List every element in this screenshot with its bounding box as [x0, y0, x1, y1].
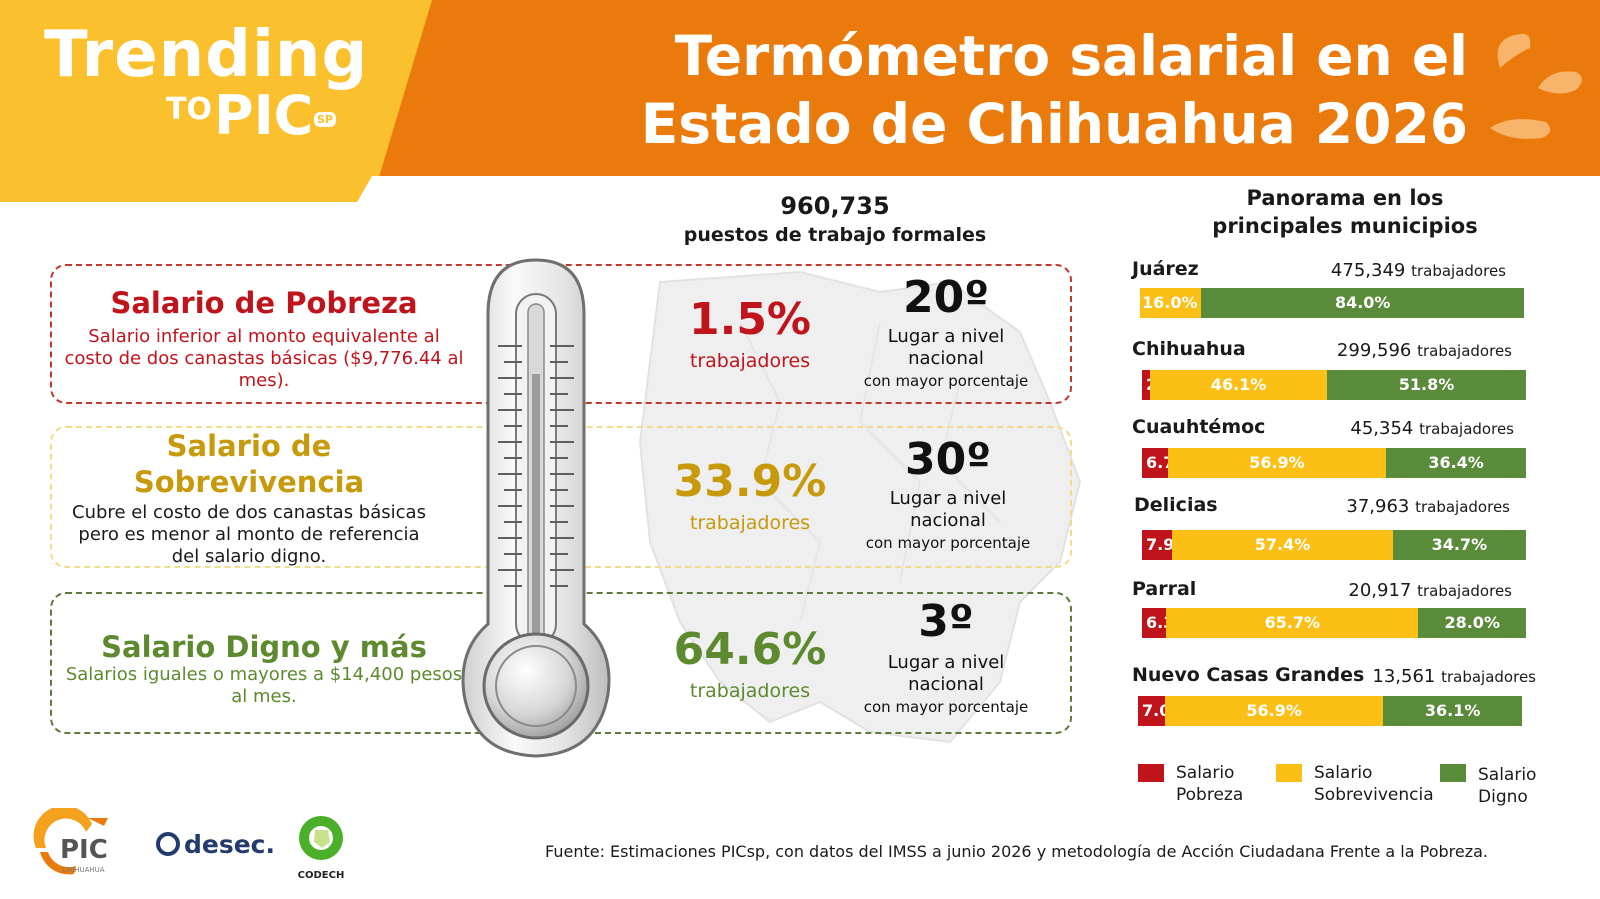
bar-segment-sobrevivencia: 65.7%: [1166, 608, 1419, 638]
sun-rays-icon: [1490, 33, 1582, 139]
bar-segment-pobreza: 6.3%: [1142, 608, 1190, 638]
digno-description: Salarios iguales o mayores a $14,400 pes…: [65, 664, 463, 707]
municipio-bar: 6.3% 65.7% 28.0%: [1142, 608, 1526, 638]
municipio-count: 45,354 trabajadores: [1350, 418, 1514, 439]
municipio-count: 20,917 trabajadores: [1348, 580, 1512, 601]
bar-segment-digno: 84.0%: [1201, 288, 1524, 318]
municipio-bar: 16.0% 84.0%: [1140, 288, 1524, 318]
total-jobs-label: puestos de trabajo formales: [683, 224, 987, 246]
sobrevivencia-rank: 30º: [904, 434, 992, 485]
municipio-count: 475,349 trabajadores: [1330, 260, 1506, 281]
sobrevivencia-percent-label: trabajadores: [689, 512, 811, 534]
bar-segment-sobrevivencia: 56.9%: [1164, 696, 1384, 726]
bar-segment-label: 46.1%: [1210, 375, 1267, 394]
bar-segment-sobrevivencia: 57.4%: [1172, 530, 1393, 560]
page-title-line1: Termómetro salarial en el: [674, 24, 1468, 88]
svg-text:CODECH: CODECH: [298, 870, 345, 881]
municipio-count: 13,561 trabajadores: [1372, 666, 1536, 687]
legend-label-pobreza: Salario Pobreza: [1176, 763, 1244, 805]
legend-swatch-pobreza: [1138, 764, 1164, 782]
municipio-count: 37,963 trabajadores: [1346, 496, 1510, 517]
bar-segment-label: 84.0%: [1334, 293, 1391, 312]
municipio-count: 299,596 trabajadores: [1336, 340, 1512, 361]
digno-rank: 3º: [918, 596, 974, 647]
trending-logo-sp: SP: [314, 112, 336, 127]
sobrevivencia-rank-line1: Lugar a nivel nacional: [889, 488, 1007, 531]
municipio-name: Parral: [1132, 578, 1197, 600]
pobreza-description: Salario inferior al monto equivalente al…: [64, 326, 464, 391]
bar-segment-sobrevivencia: 56.9%: [1167, 448, 1387, 478]
header-yellow-strip: [0, 176, 372, 202]
thermometer-icon: [461, 258, 611, 758]
digno-rank-line2: con mayor porcentaje: [863, 698, 1029, 716]
pobreza-rank: 20º: [902, 272, 990, 323]
total-jobs-value: 960,735: [780, 192, 890, 220]
panel-title: Panorama en los principales municipios: [1212, 186, 1478, 238]
bar-segment-digno: 51.8%: [1327, 370, 1526, 400]
digno-percent-label: trabajadores: [689, 680, 811, 702]
legend-label-digno: Salario Digno: [1478, 765, 1537, 807]
legend-swatch-digno: [1440, 764, 1466, 782]
bar-segment-sobrevivencia: 46.1%: [1150, 370, 1328, 400]
municipio-bar: 6.7% 56.9% 36.4%: [1142, 448, 1526, 478]
trending-logo-pic: PIC: [214, 84, 314, 147]
bar-segment-label: 56.9%: [1249, 453, 1305, 472]
pobreza-percent-label: trabajadores: [689, 350, 811, 372]
digno-title: Salario Digno y más: [101, 630, 427, 664]
pic-logo-icon: PIC CHIHUAHUA: [33, 808, 108, 875]
bar-segment-label: 34.7%: [1431, 535, 1488, 554]
bar-segment-pobreza: 7.9%: [1142, 530, 1190, 560]
pobreza-rank-line2: con mayor porcentaje: [863, 372, 1029, 390]
bar-segment-label: 65.7%: [1264, 613, 1321, 632]
legend-swatch-sobrevivencia: [1276, 764, 1302, 782]
bar-segment-pobreza: 7.0%: [1138, 696, 1186, 726]
municipio-bar: 7.0% 56.9% 36.1%: [1138, 696, 1522, 726]
desec-logo: desec.: [156, 830, 275, 859]
sobrevivencia-percent: 33.9%: [673, 456, 827, 507]
pobreza-title: Salario de Pobreza: [110, 286, 418, 320]
municipio-name: Delicias: [1134, 494, 1218, 516]
municipio-bar: 7.9% 57.4% 34.7%: [1142, 530, 1526, 560]
bar-segment-label: 56.9%: [1246, 701, 1302, 720]
svg-text:CHIHUAHUA: CHIHUAHUA: [62, 866, 105, 874]
legend-label-sobrevivencia: Salario Sobrevivencia: [1314, 763, 1434, 805]
svg-text:PIC: PIC: [60, 835, 108, 865]
bar-segment-label: 16.0%: [1142, 293, 1198, 312]
municipio-bar: 2.1% 46.1% 51.8%: [1142, 370, 1526, 400]
bar-segment-label: 36.4%: [1428, 453, 1484, 472]
header-yellow-band: [0, 0, 432, 176]
pobreza-percent: 1.5%: [688, 294, 812, 345]
bar-segment-digno: 36.1%: [1383, 696, 1522, 726]
trending-logo-word: Trending: [44, 18, 369, 92]
bar-segment-label: 28.0%: [1444, 613, 1500, 632]
municipio-name: Cuauhtémoc: [1132, 416, 1266, 438]
desec-swirl-icon: [156, 832, 180, 856]
page-title-line2: Estado de Chihuahua 2026: [640, 92, 1468, 156]
bar-segment-digno: 34.7%: [1392, 530, 1526, 560]
bar-segment-pobreza: 2.1%: [1142, 370, 1190, 400]
chihuahua-map-icon: [638, 270, 1082, 744]
bar-segment-sobrevivencia: 16.0%: [1140, 288, 1202, 318]
bar-segment-digno: 28.0%: [1418, 608, 1526, 638]
sobrevivencia-rank-line2: con mayor porcentaje: [865, 534, 1031, 552]
digno-rank-line1: Lugar a nivel nacional: [887, 652, 1005, 695]
header-banner: Trending TO PIC SP Termómetro salarial e…: [0, 0, 1600, 176]
trending-logo-to: TO: [166, 92, 212, 127]
codech-logo-icon: CODECH: [298, 816, 345, 881]
bar-segment-label: 57.4%: [1254, 535, 1311, 554]
sobrevivencia-description: Cubre el costo de dos canastas básicas p…: [72, 502, 426, 567]
municipio-name: Nuevo Casas Grandes: [1132, 664, 1365, 686]
bar-segment-label: 36.1%: [1424, 701, 1481, 720]
bar-segment-label: 51.8%: [1398, 375, 1455, 394]
bar-segment-digno: 36.4%: [1386, 448, 1526, 478]
bar-segment-pobreza: 6.7%: [1142, 448, 1190, 478]
pobreza-rank-line1: Lugar a nivel nacional: [887, 326, 1005, 369]
sobrevivencia-title: Salario de Sobrevivencia: [133, 429, 365, 499]
municipio-name: Juárez: [1132, 258, 1199, 280]
municipio-name: Chihuahua: [1132, 338, 1246, 360]
source-note: Fuente: Estimaciones PICsp, con datos de…: [545, 842, 1488, 861]
digno-percent: 64.6%: [673, 624, 827, 675]
